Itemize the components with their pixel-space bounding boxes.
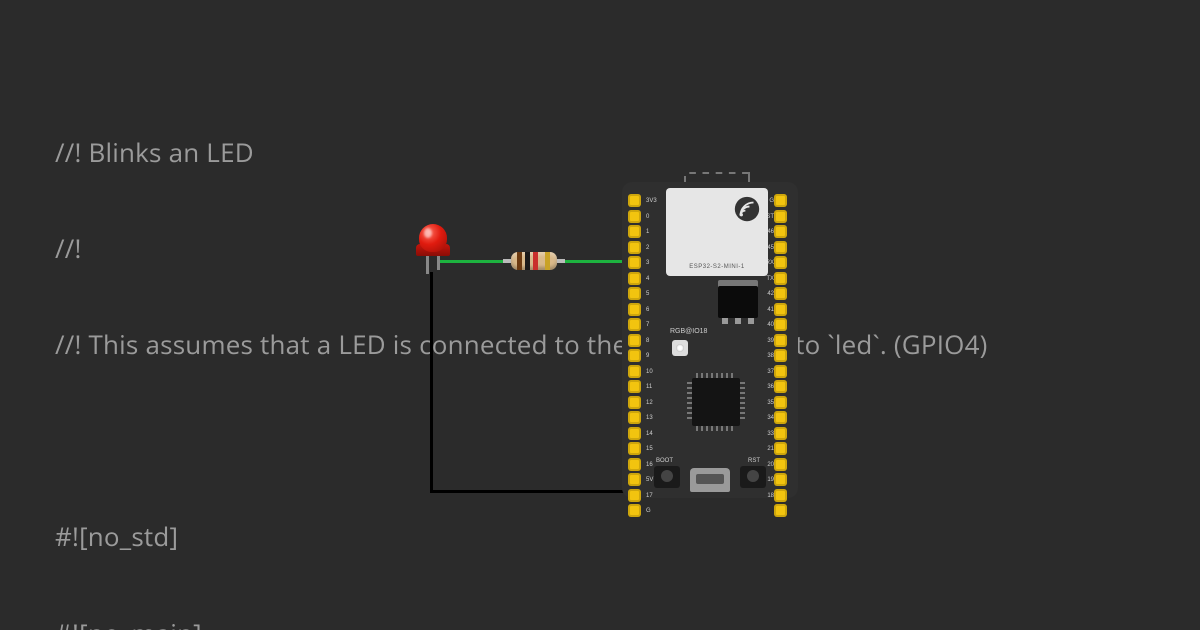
- code-line: //!: [55, 224, 1200, 272]
- code-line: [55, 416, 1200, 464]
- code-line: #![no_main]: [55, 609, 1200, 630]
- code-line: #![no_std]: [55, 512, 1200, 560]
- code-line: //! Blinks an LED: [55, 128, 1200, 176]
- code-line: //! This assumes that a LED is connected…: [55, 320, 1200, 368]
- code-block: //! Blinks an LED //! //! This assumes t…: [55, 80, 1200, 630]
